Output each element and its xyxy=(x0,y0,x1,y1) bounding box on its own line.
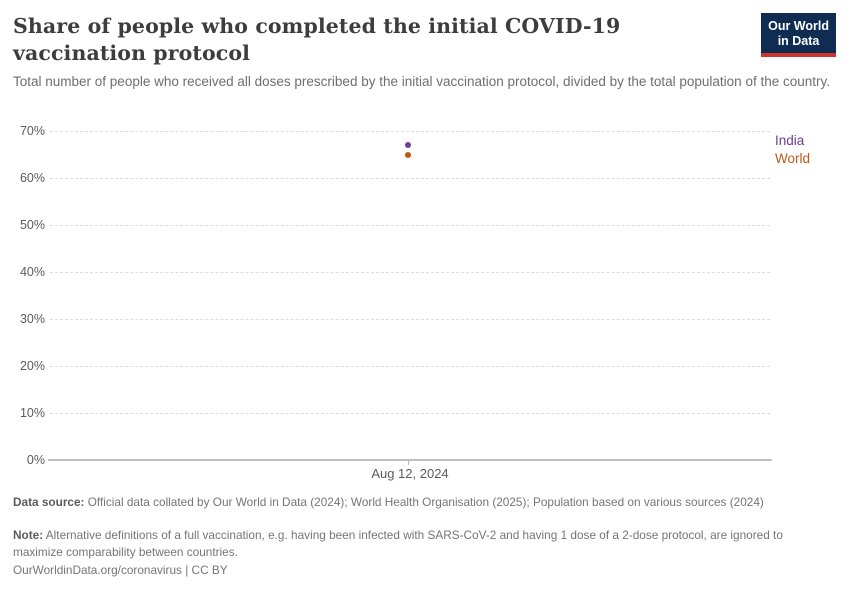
y-axis-tick-label: 50% xyxy=(19,218,45,232)
data-source-text: Official data collated by Our World in D… xyxy=(87,495,764,509)
y-axis-tick-label: 20% xyxy=(19,359,45,373)
chart-title: Share of people who completed the initia… xyxy=(13,14,621,65)
x-axis-tick-label: Aug 12, 2024 xyxy=(371,466,449,481)
gridline xyxy=(50,224,770,226)
y-axis-tick-label: 60% xyxy=(19,171,45,185)
note-line: Note: Alternative definitions of a full … xyxy=(13,527,813,560)
legend-label-world[interactable]: World xyxy=(775,150,811,166)
y-axis-tick-label: 10% xyxy=(19,406,45,420)
data-source-line: Data source: Official data collated by O… xyxy=(13,494,813,511)
y-axis-tick-label: 40% xyxy=(19,265,45,279)
gridline xyxy=(50,412,770,414)
y-axis-tick-label: 0% xyxy=(26,453,45,467)
owid-logo-line2: in Data xyxy=(777,34,820,48)
gridline xyxy=(50,271,770,273)
gridline xyxy=(50,130,770,132)
gridline xyxy=(50,318,770,320)
gridline xyxy=(50,177,770,179)
attribution-line[interactable]: OurWorldinData.org/coronavirus | CC BY xyxy=(13,563,228,577)
owid-logo-line1: Our World xyxy=(768,19,829,33)
x-axis-line xyxy=(48,459,772,461)
legend-label-india[interactable]: India xyxy=(775,132,805,148)
gridline xyxy=(50,365,770,367)
data-point-world[interactable] xyxy=(405,151,411,158)
data-point-india[interactable] xyxy=(405,142,411,149)
owid-logo[interactable]: Our World in Data xyxy=(761,13,836,57)
y-axis-tick-label: 70% xyxy=(19,124,45,138)
data-source-label: Data source: xyxy=(13,495,85,509)
y-axis-tick-label: 30% xyxy=(19,312,45,326)
note-label: Note: xyxy=(13,528,44,542)
x-axis-tick xyxy=(408,460,409,465)
chart-subtitle: Total number of people who received all … xyxy=(13,74,830,89)
note-text: Alternative definitions of a full vaccin… xyxy=(13,528,783,559)
